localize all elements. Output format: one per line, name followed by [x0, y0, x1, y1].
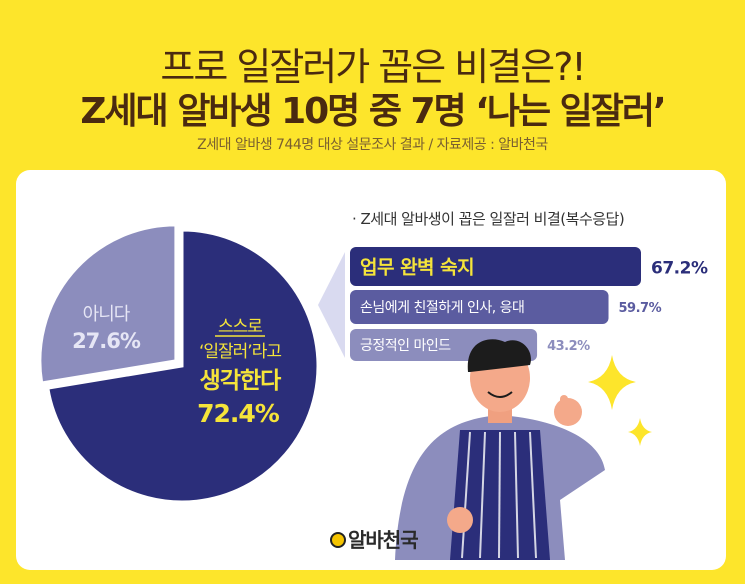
bar-label-2: 긍정적인 마인드: [360, 338, 451, 354]
source-note: Z세대 알바생 744명 대상 설문조사 결과 / 자료제공 : 알바천국: [197, 137, 548, 153]
pie-label-no: 아니다: [83, 304, 131, 325]
title: 프로 일잘러가 꼽은 비결은?!: [160, 45, 586, 89]
character-illustration: [395, 339, 605, 560]
pie-label-yes-3: 생각한다: [200, 368, 281, 394]
bar-chart-title: · Z세대 알바생이 꼽은 일잘러 비결(복수응답): [352, 210, 625, 228]
bar-value-1: 59.7%: [619, 301, 662, 316]
bar-label-0: 업무 완벽 숙지: [360, 257, 474, 279]
sparkle-icon: [588, 355, 636, 410]
headline: Z세대 알바생 10명 중 7명 ‘나는 일잘러’: [80, 91, 666, 132]
albamon-logo: 알바천국: [330, 524, 419, 553]
sparkle-small-icon: [628, 418, 652, 446]
bar-1: [350, 290, 609, 324]
pie-value-yes: 72.4%: [197, 399, 280, 428]
pie-slice-1: [38, 223, 178, 385]
pie-label-yes-1: 스스로: [218, 317, 262, 337]
bee-icon: [330, 532, 346, 548]
logo-text: 알바천국: [348, 528, 419, 552]
pie-value-no: 27.6%: [72, 329, 141, 353]
pie-slice-0: [46, 228, 320, 504]
bar-value-0: 67.2%: [651, 259, 708, 279]
bar-value-2: 43.2%: [547, 339, 590, 354]
bar-label-1: 손님에게 친절하게 인사, 응대: [360, 300, 524, 316]
pie-label-yes-2: ‘일잘러’라고: [199, 342, 281, 362]
callout-arrow: [318, 252, 345, 358]
bar-0: [350, 247, 641, 286]
bar-chart: 업무 완벽 숙지 67.2% 손님에게 친절하게 인사, 응대 59.7% 긍정적인 마…: [350, 247, 708, 361]
